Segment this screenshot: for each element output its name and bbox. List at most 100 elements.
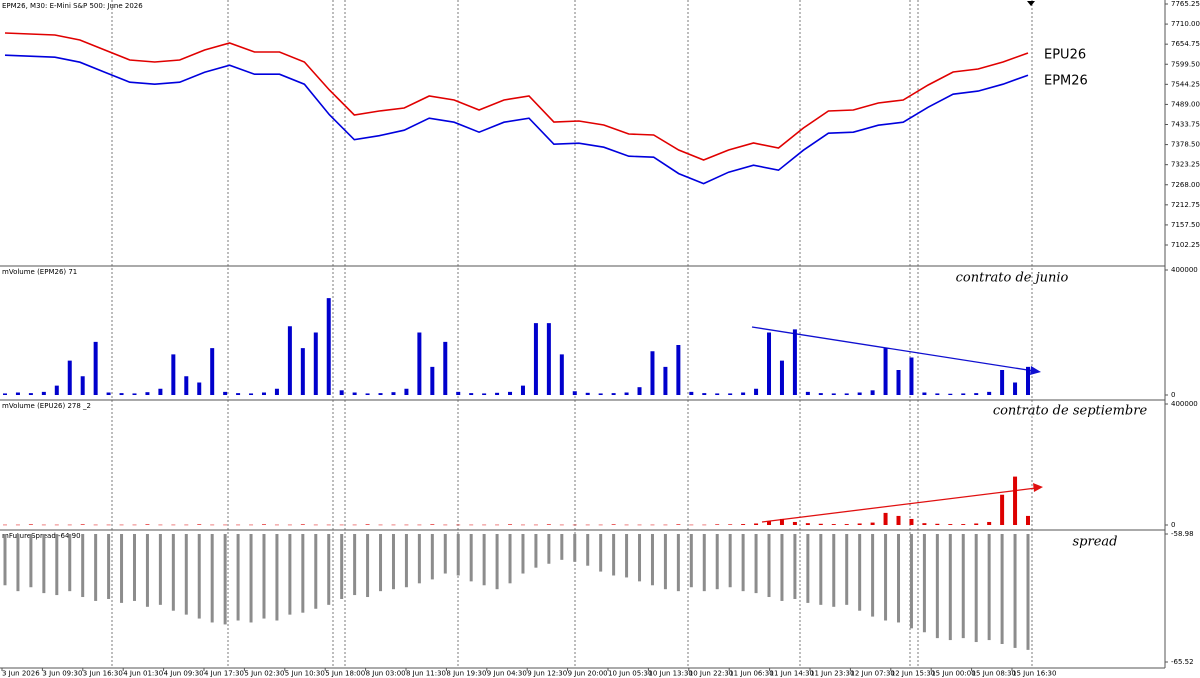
bar — [508, 524, 513, 525]
bar — [80, 524, 85, 525]
bar — [521, 534, 525, 574]
bar — [313, 524, 318, 526]
bar — [857, 523, 862, 525]
bar — [676, 524, 681, 525]
pane-title: EPM26, M30: E-Mini S&P 500: June 2026 — [2, 2, 143, 10]
x-tick-label: 8 Jun 11:30 — [406, 670, 446, 678]
bar — [663, 534, 667, 590]
bar — [520, 385, 525, 395]
bar — [741, 534, 745, 592]
bar — [326, 298, 331, 395]
bar — [897, 534, 901, 623]
bar — [120, 534, 124, 603]
bar — [935, 393, 940, 395]
x-tick-label: 10 Jun 05:30 — [608, 670, 652, 678]
bar — [948, 393, 953, 395]
bar — [430, 524, 435, 525]
annotation: contrato de septiembre — [993, 404, 1148, 419]
bar — [261, 524, 266, 525]
bar — [844, 393, 849, 395]
bar — [171, 354, 176, 395]
bar — [728, 534, 732, 588]
bar — [339, 390, 344, 395]
y-tick-label: 7433.75 — [1171, 121, 1200, 129]
bar — [197, 534, 201, 619]
bar — [792, 329, 797, 395]
bar — [858, 534, 862, 611]
bar — [974, 534, 978, 643]
bar — [262, 534, 266, 619]
bar — [560, 534, 564, 560]
bar — [961, 393, 966, 395]
bar — [339, 524, 344, 526]
price-line — [4, 54, 1029, 185]
bar — [326, 524, 331, 526]
bar — [767, 521, 772, 525]
bar — [689, 534, 693, 588]
bar — [987, 521, 992, 525]
bar — [624, 392, 629, 395]
bar — [650, 534, 654, 586]
bar — [883, 512, 888, 525]
y-tick-label: 7599.50 — [1171, 60, 1200, 68]
bar — [1013, 476, 1018, 525]
bar — [41, 524, 46, 526]
bar — [223, 524, 228, 526]
bar — [287, 326, 292, 395]
y-tick-label: 7268.00 — [1171, 181, 1200, 189]
bar — [909, 357, 914, 395]
bar — [611, 524, 616, 525]
bar — [41, 391, 46, 395]
bar — [741, 392, 746, 395]
bar — [119, 393, 124, 395]
bar — [780, 534, 784, 601]
bar — [779, 518, 784, 525]
bar — [365, 524, 370, 525]
bar — [767, 534, 771, 598]
x-tick-label: 8 Jun 03:00 — [366, 670, 406, 678]
bar — [29, 534, 33, 588]
bar — [689, 391, 694, 395]
bar — [417, 534, 421, 584]
bar — [158, 524, 163, 526]
x-tick-label: 4 Jun 17:30 — [204, 670, 244, 678]
bar — [573, 534, 577, 562]
x-tick-label: 4 Jun 09:30 — [164, 670, 204, 678]
bar — [300, 524, 305, 525]
x-tick-label: 3 Jun 2026 — [2, 670, 40, 678]
bar — [28, 393, 33, 395]
bar — [870, 522, 875, 525]
bar — [845, 534, 849, 605]
bar — [974, 523, 979, 525]
bar — [353, 534, 357, 596]
bar — [184, 534, 188, 615]
bar — [805, 523, 810, 525]
bar — [379, 534, 383, 592]
bar — [274, 524, 279, 526]
bar — [948, 524, 953, 525]
bar — [430, 366, 435, 395]
bar — [793, 534, 797, 599]
bar — [844, 524, 849, 525]
bar — [508, 391, 513, 395]
bar — [482, 534, 486, 586]
bar — [754, 534, 758, 594]
bar — [559, 354, 564, 395]
bar — [598, 393, 603, 395]
bar — [132, 534, 136, 601]
bar — [145, 392, 150, 395]
y-tick-label: -65.52 — [1171, 658, 1194, 666]
bar — [922, 392, 927, 395]
bar — [625, 534, 629, 578]
bar — [3, 393, 7, 395]
bar — [352, 392, 357, 395]
bar — [210, 524, 215, 526]
bar — [352, 524, 357, 526]
bar — [15, 524, 20, 526]
bar — [534, 534, 538, 568]
bar — [145, 524, 150, 525]
bar — [391, 534, 395, 590]
bar — [818, 393, 823, 395]
bar — [702, 534, 706, 592]
bar — [533, 323, 538, 395]
